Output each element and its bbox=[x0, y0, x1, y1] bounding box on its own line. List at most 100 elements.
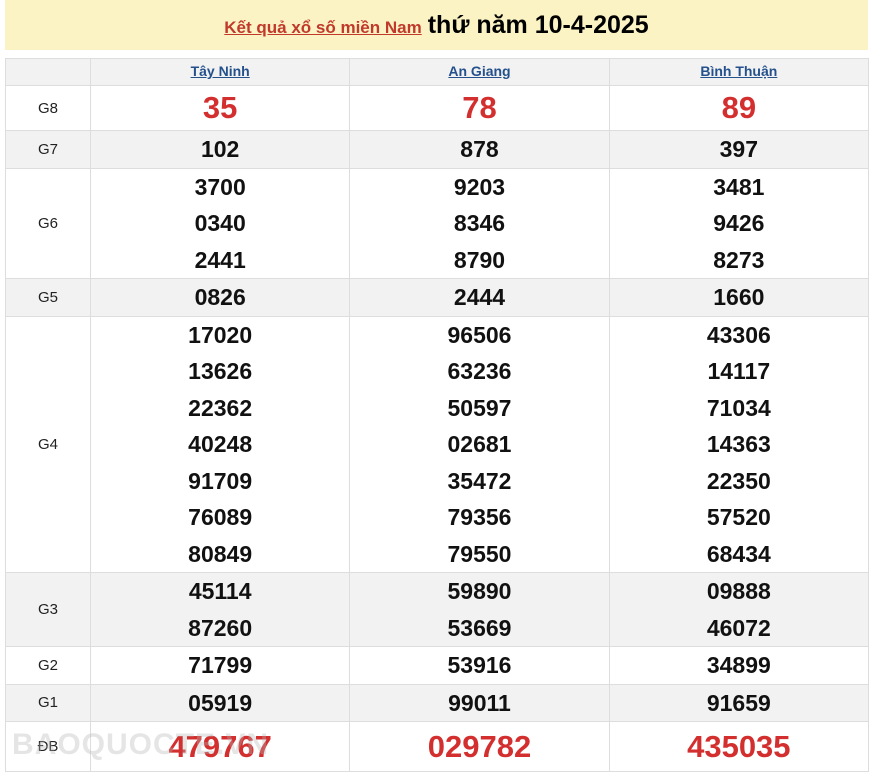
prize-row: G5 0826 2444 1660 bbox=[5, 278, 870, 317]
prize-number: 9203 bbox=[453, 173, 506, 200]
prize-number: 14363 bbox=[706, 431, 771, 457]
prize-number: 76089 bbox=[188, 504, 253, 530]
prize-number: 14117 bbox=[707, 358, 771, 384]
prize-cell: 05919 bbox=[89, 683, 351, 722]
prize-cell: 397 bbox=[608, 130, 870, 169]
prize-number: 0826 bbox=[194, 284, 246, 310]
prize-number: 09888 bbox=[706, 578, 771, 604]
watermark: BAOQUOCTE.VN bbox=[12, 728, 270, 761]
prize-cell: 99011 bbox=[349, 683, 610, 722]
prize-label: G4 bbox=[5, 315, 91, 573]
prize-cell: 102 bbox=[89, 130, 351, 169]
prize-number: 89 bbox=[721, 90, 757, 125]
prize-number: 22362 bbox=[188, 394, 253, 421]
prize-cell: 3481 9426 8273 bbox=[608, 167, 870, 279]
prize-cell: 59890 53669 bbox=[349, 572, 610, 647]
prize-label: ĐB bbox=[5, 721, 91, 772]
prize-number: 45114 bbox=[188, 578, 252, 604]
prize-row: G2 71799 53916 34899 bbox=[5, 646, 870, 685]
prize-cell: 0826 bbox=[89, 278, 351, 317]
prize-cell: 45114 87260 bbox=[89, 572, 351, 647]
prize-cell: 9203 8346 8790 bbox=[349, 167, 610, 279]
prize-cell: 91659 bbox=[608, 683, 870, 722]
prize-number: 2444 bbox=[453, 284, 506, 310]
prize-cell: 89 bbox=[608, 85, 870, 131]
prize-cell: 3700 0340 2441 bbox=[89, 167, 351, 279]
prize-number: 02681 bbox=[447, 431, 512, 457]
province-link[interactable]: Tây Ninh bbox=[190, 63, 250, 79]
prize-number: 91659 bbox=[706, 689, 771, 716]
prize-number: 53669 bbox=[447, 614, 512, 641]
draw-date: thứ năm 10-4-2025 bbox=[427, 11, 649, 39]
results-link[interactable]: Kết quả xổ số miền Nam bbox=[224, 18, 422, 37]
prize-cell: 17020 13626 22362 40248 91709 76089 80849 bbox=[89, 315, 351, 573]
prize-row: G7 102 878 397 bbox=[5, 130, 870, 169]
prize-cell: 71799 bbox=[89, 646, 351, 685]
province-link[interactable]: An Giang bbox=[448, 63, 511, 79]
corner-cell bbox=[5, 58, 91, 86]
prize-number: 435035 bbox=[687, 728, 791, 764]
prize-number: 1660 bbox=[713, 284, 765, 310]
prize-cell: 43306 14117 71034 14363 22350 57520 68434 bbox=[608, 315, 870, 573]
prize-number: 71034 bbox=[706, 394, 771, 421]
prize-label: G8 bbox=[5, 85, 91, 131]
province-header: An Giang bbox=[349, 58, 610, 86]
prize-number: 878 bbox=[460, 136, 499, 162]
province-link[interactable]: Bình Thuận bbox=[700, 63, 778, 79]
prize-cell: 09888 46072 bbox=[608, 572, 870, 647]
prize-number: 35 bbox=[202, 90, 238, 125]
prize-number: 68434 bbox=[706, 540, 771, 567]
prize-row: G6 3700 0340 2441 9203 8346 8790 3481 9426 8273 bbox=[5, 167, 870, 279]
prize-number: 17020 bbox=[188, 321, 253, 348]
prize-number: 57520 bbox=[706, 504, 771, 530]
prize-number: 479767 bbox=[168, 728, 272, 764]
province-header: Bình Thuận bbox=[608, 58, 870, 86]
header-row: Tây Ninh An Giang Bình Thuận bbox=[5, 58, 870, 86]
prize-cell: 2444 bbox=[349, 278, 610, 317]
prize-cell: 78 bbox=[349, 85, 610, 131]
prize-number: 0340 bbox=[194, 210, 246, 236]
prize-number: 79356 bbox=[447, 504, 512, 530]
prize-label: G6 bbox=[5, 167, 91, 279]
results-table: Tây Ninh An Giang Bình Thuận G8 35 78 89 G7 1… bbox=[5, 58, 870, 772]
prize-row: G4 17020 13626 22362 40248 91709 76089 80849 965… bbox=[5, 315, 870, 573]
prize-row: G3 45114 87260 59890 53669 09888 46072 bbox=[5, 572, 870, 647]
prize-label: G3 bbox=[5, 572, 91, 647]
province-header: Tây Ninh bbox=[89, 58, 351, 86]
prize-cell: 96506 63236 50597 02681 35472 79356 79550 bbox=[349, 315, 610, 573]
prize-number: 99011 bbox=[448, 689, 511, 716]
prize-number: 43306 bbox=[706, 321, 771, 348]
prize-number: 397 bbox=[719, 136, 759, 162]
prize-number: 50597 bbox=[447, 394, 512, 421]
page-title: Kết quả xổ số miền Nam thứ năm 10-4-2025 bbox=[5, 0, 868, 50]
prize-label: G7 bbox=[5, 130, 91, 169]
prize-number: 96506 bbox=[447, 321, 512, 348]
prize-label: G1 bbox=[5, 683, 91, 722]
prize-number: 71799 bbox=[188, 652, 253, 678]
prize-number: 80849 bbox=[188, 540, 253, 567]
prize-cell: 1660 bbox=[608, 278, 870, 317]
prize-number: 79550 bbox=[447, 540, 512, 567]
prize-number: 78 bbox=[462, 90, 497, 125]
prize-number: 8346 bbox=[453, 210, 506, 236]
prize-number: 8790 bbox=[453, 246, 506, 273]
prize-cell: 435035 bbox=[608, 721, 870, 772]
prize-cell: 878 bbox=[349, 130, 610, 169]
prize-number: 35472 bbox=[447, 467, 512, 494]
prize-cell: 34899 bbox=[608, 646, 870, 685]
prize-number: 87260 bbox=[188, 614, 253, 641]
prize-number: 13626 bbox=[188, 358, 253, 384]
prize-number: 2441 bbox=[194, 246, 246, 273]
prize-cell: 35 bbox=[89, 85, 351, 131]
prize-number: 029782 bbox=[427, 728, 532, 764]
prize-number: 9426 bbox=[713, 210, 765, 236]
prize-cell: 479767 bbox=[89, 721, 351, 772]
prize-number: 46072 bbox=[706, 614, 771, 641]
prize-number: 22350 bbox=[706, 467, 771, 494]
prize-label: G2 bbox=[5, 646, 91, 685]
prize-cell: 029782 bbox=[349, 721, 610, 772]
prize-number: 102 bbox=[200, 136, 240, 162]
prize-number: 3481 bbox=[713, 173, 765, 200]
prize-number: 05919 bbox=[188, 689, 253, 716]
prize-number: 59890 bbox=[447, 578, 512, 604]
